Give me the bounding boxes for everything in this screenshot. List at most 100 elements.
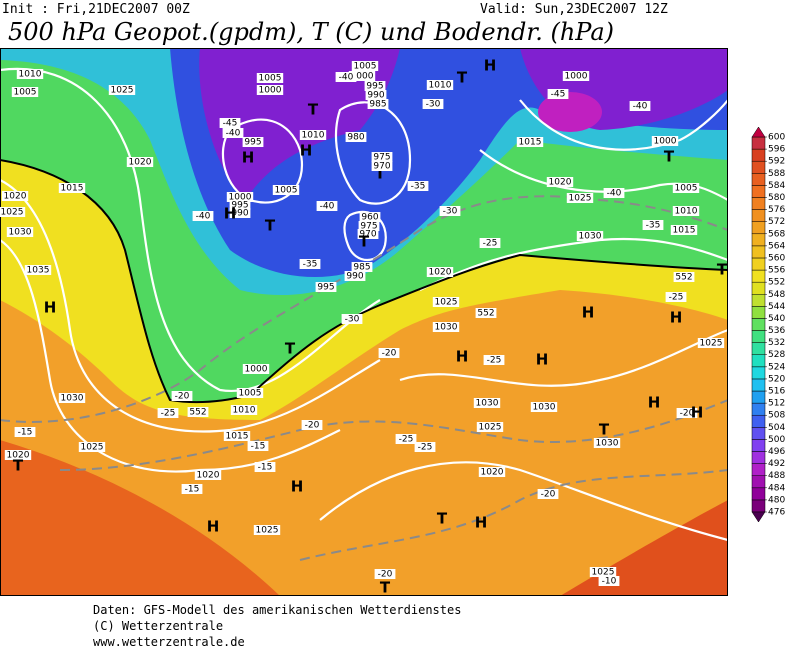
label-box [187,407,209,417]
contour-label: 1020 [197,471,220,481]
label-box [642,220,664,230]
label-box [171,391,193,401]
label-box [547,89,569,99]
label-box [108,85,136,95]
contour-label: 1010 [429,81,452,91]
label-box [126,157,154,167]
contour-label: -40 [226,129,241,139]
contour-label: 1020 [4,192,27,202]
colorbar-bin [751,390,766,404]
contour-label: 1025 [435,298,458,308]
map-title: 500 hPa Geopot.(gpdm), T (C) und Bodendr… [8,18,614,46]
label-box [432,297,460,307]
contour-label: 1025 [256,526,279,536]
contour-label: 1010 [675,207,698,217]
label-box [651,136,679,146]
label-box [537,489,559,499]
footer-line: Daten: GFS-Modell des amerikanischen Wet… [93,603,461,617]
contour-label: -30 [426,100,441,110]
colorbar-tick-label: 600 [768,133,785,143]
label-box [272,185,300,195]
contour-label: 1030 [61,394,84,404]
isotherms [0,195,728,561]
colorbar-tick-label: 548 [768,290,785,300]
label-box [603,188,625,198]
colorbar-bin [751,197,766,210]
pressure-center: T [308,101,319,119]
colorbar-bin [751,354,766,368]
contour-label: -40 [633,102,648,112]
colorbar-tick-label: 508 [768,411,785,421]
contour-label: -45 [551,90,566,100]
pressure-center: T [359,233,370,251]
contour-label: 1020 [129,158,152,168]
contour-label: -40 [339,73,354,83]
label-box [254,462,276,472]
contour-label: 1025 [1,208,24,218]
contour-label: 1020 [429,268,452,278]
label-box [426,267,454,277]
label-box [6,227,34,237]
label-box [181,484,203,494]
label-box [315,282,337,292]
contour-label: -20 [541,490,556,500]
colorbar-bin [751,342,766,355]
contour-label: 1015 [519,138,542,148]
pressure-center: H [207,518,220,536]
contour-label: 1025 [569,194,592,204]
contour-label: 1015 [61,184,84,194]
reference-contour [0,159,728,404]
contour-label: 980 [347,133,364,143]
label-box [530,402,558,412]
label-box [476,422,504,432]
colorbar-tick-label: 576 [768,205,785,215]
label-box [357,229,379,239]
colorbar: 476 480 484 488 492 496 500 504 508 512 516 520 524 5… [751,126,785,523]
contour-label: 990 [346,272,363,282]
warm-region [0,440,280,596]
contour-label: 1005 [239,389,262,399]
pressure-center: H [648,394,661,412]
label-box [194,470,222,480]
contour-label: 1025 [700,339,723,349]
contour-label: 552 [675,273,692,283]
pressure-center: T [457,69,468,87]
contour-label: 1020 [7,451,30,461]
contour-label: -25 [161,409,176,419]
map [0,48,728,596]
contour-label: 1005 [675,184,698,194]
contour-label: 1025 [111,86,134,96]
label-box [697,338,725,348]
contour-label: 1020 [549,178,572,188]
colorbar-tick-label: 520 [768,374,785,384]
pressure-center: H [224,205,237,223]
contour-label: 1030 [533,403,556,413]
colorbar-tick-label: 596 [768,145,785,155]
colorbar-bin [751,487,766,501]
colorbar-bin [751,318,766,331]
contour-label: 1010 [19,70,42,80]
label-box [335,72,357,82]
colorbar-tick-label: 524 [768,362,785,372]
contour-label: 1015 [673,226,696,236]
label-box [301,420,323,430]
contour-label: 1030 [579,232,602,242]
label-box [589,567,617,577]
label-box [670,225,698,235]
colorbar-bin [751,463,766,476]
label-box [192,211,214,221]
label-box [14,427,36,437]
contour-label: 995 [244,138,261,148]
contour-label: 990 [367,91,384,101]
colorbar-bin [751,306,766,319]
colorbar-tick-label: 588 [768,169,785,179]
pressure-center: T [380,579,391,597]
contour-label: -25 [399,435,414,445]
label-box [223,431,251,441]
contour-label: 1025 [592,568,615,578]
contour-label: -40 [607,189,622,199]
contour-label: -25 [483,239,498,249]
contour-label: 1000 [654,137,677,147]
label-box [222,128,244,138]
